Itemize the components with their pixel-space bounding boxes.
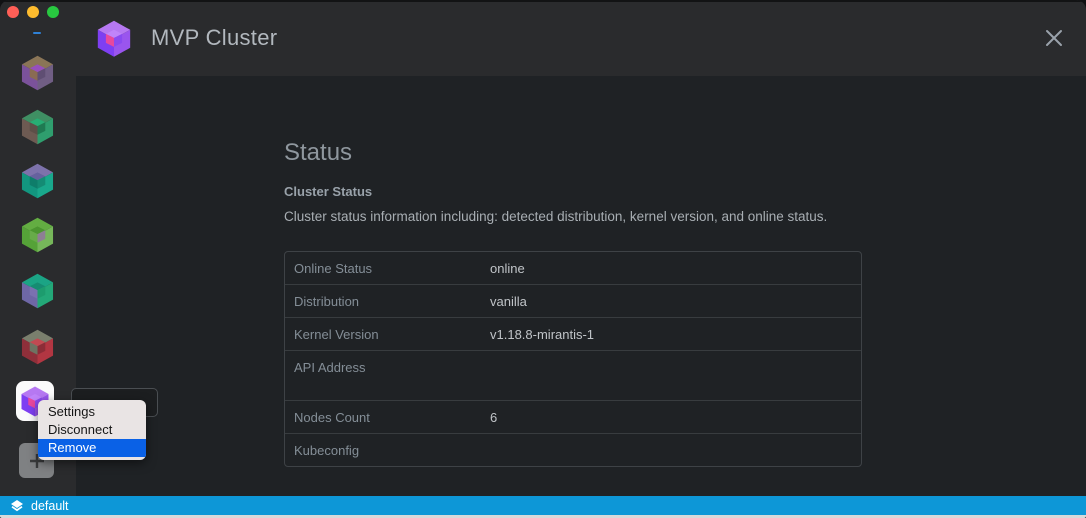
row-value: online: [490, 260, 525, 276]
sidebar-item-cluster-6[interactable]: [20, 328, 55, 366]
row-value: vanilla: [490, 293, 527, 309]
row-label: Online Status: [294, 260, 373, 276]
menu-item-disconnect[interactable]: Disconnect: [48, 422, 113, 437]
row-value: [490, 351, 861, 360]
zoom-traffic-button[interactable]: [47, 6, 59, 18]
sidebar-indicator: [33, 32, 41, 34]
row-label: Distribution: [294, 293, 360, 309]
cluster-logo-icon: [96, 19, 132, 59]
sidebar-item-cluster-1[interactable]: [20, 54, 55, 92]
page-title: Status: [284, 139, 353, 166]
row-value: 6: [490, 409, 498, 425]
status-bar: default: [0, 496, 1086, 515]
sidebar-item-cluster-5[interactable]: [20, 272, 55, 310]
table-row: Distribution vanilla: [285, 284, 861, 317]
minimize-traffic-button[interactable]: [27, 6, 39, 18]
plus-icon: [29, 453, 44, 468]
titlebar: [0, 0, 1086, 76]
section-title: Cluster Status: [284, 184, 373, 199]
close-icon[interactable]: [1040, 24, 1068, 52]
window-bottom-edge: [0, 515, 1086, 518]
namespace-label[interactable]: default: [31, 498, 69, 513]
layers-icon: [11, 499, 23, 511]
table-row: Kernel Version v1.18.8-mirantis-1: [285, 317, 861, 350]
row-value: v1.18.8-mirantis-1: [490, 326, 595, 342]
sidebar-item-cluster-4[interactable]: [20, 216, 55, 254]
window-top-edge: [0, 0, 1086, 2]
main-content: [76, 76, 1086, 496]
traffic-lights: [7, 6, 59, 18]
menu-item-remove[interactable]: Remove: [38, 439, 146, 457]
menu-item-settings[interactable]: Settings: [48, 404, 95, 419]
row-label: Kubeconfig: [294, 442, 360, 458]
sidebar-item-cluster-2[interactable]: [20, 108, 55, 146]
window-title: MVP Cluster: [151, 25, 278, 50]
row-label: Nodes Count: [294, 409, 370, 425]
close-traffic-button[interactable]: [7, 6, 19, 18]
row-label: API Address: [294, 360, 366, 375]
section-description: Cluster status information including: de…: [284, 209, 828, 224]
table-row: Online Status online: [285, 252, 861, 284]
table-row: Kubeconfig: [285, 433, 861, 466]
table-row: Nodes Count 6: [285, 400, 861, 433]
row-label: Kernel Version: [294, 326, 379, 342]
cluster-status-table: Online Status online Distribution vanilla Ke…: [284, 251, 862, 467]
sidebar-item-cluster-3[interactable]: [20, 162, 55, 200]
cluster-context-menu: Settings Disconnect Remove: [38, 400, 146, 460]
table-row: API Address: [285, 350, 861, 400]
